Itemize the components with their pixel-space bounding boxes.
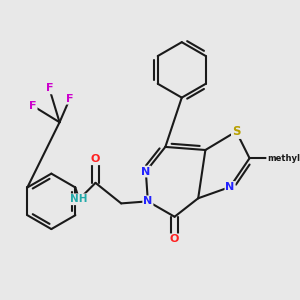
Text: methyl: methyl <box>267 154 300 163</box>
Text: F: F <box>29 101 37 111</box>
Text: NH: NH <box>70 194 88 204</box>
Text: N: N <box>143 196 152 206</box>
Text: F: F <box>66 94 74 104</box>
Text: F: F <box>46 83 53 93</box>
Text: O: O <box>91 154 100 164</box>
Text: O: O <box>170 234 179 244</box>
Text: S: S <box>232 125 240 138</box>
Text: N: N <box>225 182 235 192</box>
Text: N: N <box>141 167 150 177</box>
